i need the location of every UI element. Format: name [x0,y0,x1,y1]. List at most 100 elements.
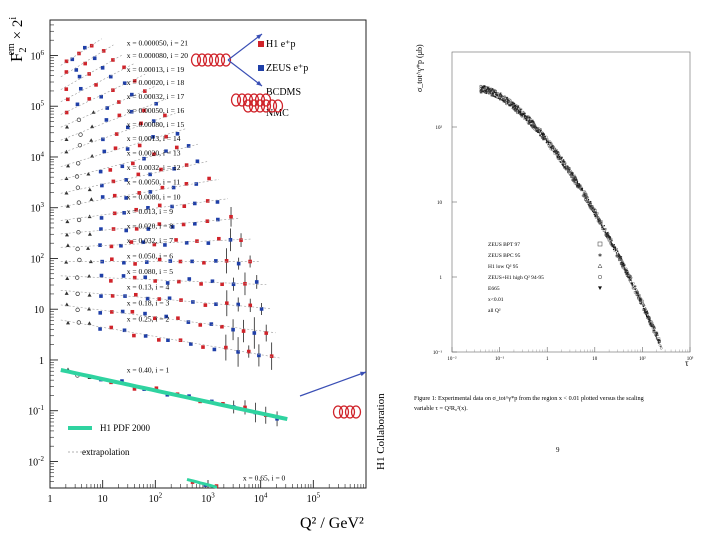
sigma-point [635,293,639,297]
sigma-x-tick-label: 10⁻¹ [495,356,505,362]
f2-point [100,66,105,70]
sigma-point [528,116,531,119]
sigma-point [658,340,661,343]
f2-point [66,163,71,168]
f2-y-tick-label: 104 [31,150,45,164]
sigma-legend-label: ZEUS+H1 high Q² 94-95 [488,275,544,281]
sigma-point [604,228,607,231]
f2-point [108,74,113,79]
sigma-point [644,312,646,314]
f2-point [210,279,215,284]
sigma-point [521,113,524,116]
sigma-point [541,133,543,136]
sigma-x-axis-label: τ [685,358,689,368]
f2-fit-curve [60,113,176,154]
sigma-point [479,84,483,88]
sigma-point [569,174,571,176]
sigma-point [652,326,656,329]
f2-bin-label: x = 0.00032, i = 17 [127,92,185,101]
sigma-point [587,198,590,201]
f2-point [94,83,98,87]
sigma-legend-label: ZEUS BPC 95 [488,253,521,259]
sigma-point [490,93,494,96]
f2-point [105,106,110,110]
f2-point [195,239,199,243]
sigma-point [656,339,659,341]
sigma-point [495,94,498,96]
f2-point [87,321,92,325]
f2-point [178,259,183,264]
f2-bin-label: x = 0.65, i = 0 [243,474,286,483]
f2-point [217,236,221,241]
sigma-point [615,249,617,252]
sigma-point [627,272,629,274]
f2-point [87,214,92,219]
extrap-legend-label: extrapolation [82,447,130,457]
f2-y-tick-label: 1 [39,356,44,367]
sigma-point [621,263,623,266]
sigma-point [624,268,627,272]
f2-point [189,342,193,346]
legend-star-icon: ∗ [597,253,602,259]
sigma-points [479,84,663,350]
f2-point [146,227,151,231]
f2-point [65,124,70,129]
f2-fit-curve [60,368,288,422]
sigma-legend-label: E665 [488,286,500,292]
sigma-point [481,86,483,89]
f2-point [137,191,142,195]
f2-x-tick-label: 105 [307,492,321,506]
sigma-point [609,238,611,240]
f2-point [76,200,82,205]
sigma-point [646,315,650,318]
sigma-point [589,200,592,203]
f2-point [120,309,125,314]
sigma-point [526,115,530,119]
sigma-point [523,113,526,115]
f2-point [120,379,124,383]
f2-point [77,257,82,263]
f2-y-tick-label: 106 [31,49,45,63]
f2-point [157,297,162,301]
sigma-point [579,184,582,188]
f2-point [174,238,178,242]
sigma-point [602,227,605,230]
sigma-point [573,180,577,183]
f2-point [121,274,126,278]
sigma-point [550,142,552,144]
f2-point [203,303,208,307]
sigma-point [485,92,488,95]
fit-legend-label: H1 PDF 2000 [100,423,151,433]
f2-fit-curve [60,161,208,194]
sigma-point [570,171,574,174]
f2-point [167,296,172,301]
f2-x-tick-label: 104 [254,492,268,506]
sigma-point [577,182,579,185]
f2-x-tick-label: 10 [98,494,108,505]
sigma-point [654,333,658,337]
sigma-point [633,285,637,288]
sigma-point [625,268,629,272]
f2-point [220,282,224,287]
sigma-point [595,215,599,218]
sigma-point [540,133,543,137]
sigma-point [651,323,655,326]
f2-point [90,124,95,129]
sigma-point [487,89,491,92]
f2-point [164,149,168,154]
sigma-point [516,105,520,108]
f2-point [99,216,104,220]
f2-point [65,204,70,208]
f2-bin-label: x = 0.13, i = 4 [127,283,170,292]
sigma-point [652,323,655,327]
sigma-point [589,207,593,211]
f2-point [88,259,93,264]
sigma-point [519,110,522,113]
sigma-point [521,110,524,114]
legend-label: BCDMS [266,87,301,98]
sigma-point [636,291,639,294]
sigma-point [595,212,599,215]
f2-fit-curve [60,290,272,309]
f2-point [144,260,149,264]
f2-point [64,149,69,154]
